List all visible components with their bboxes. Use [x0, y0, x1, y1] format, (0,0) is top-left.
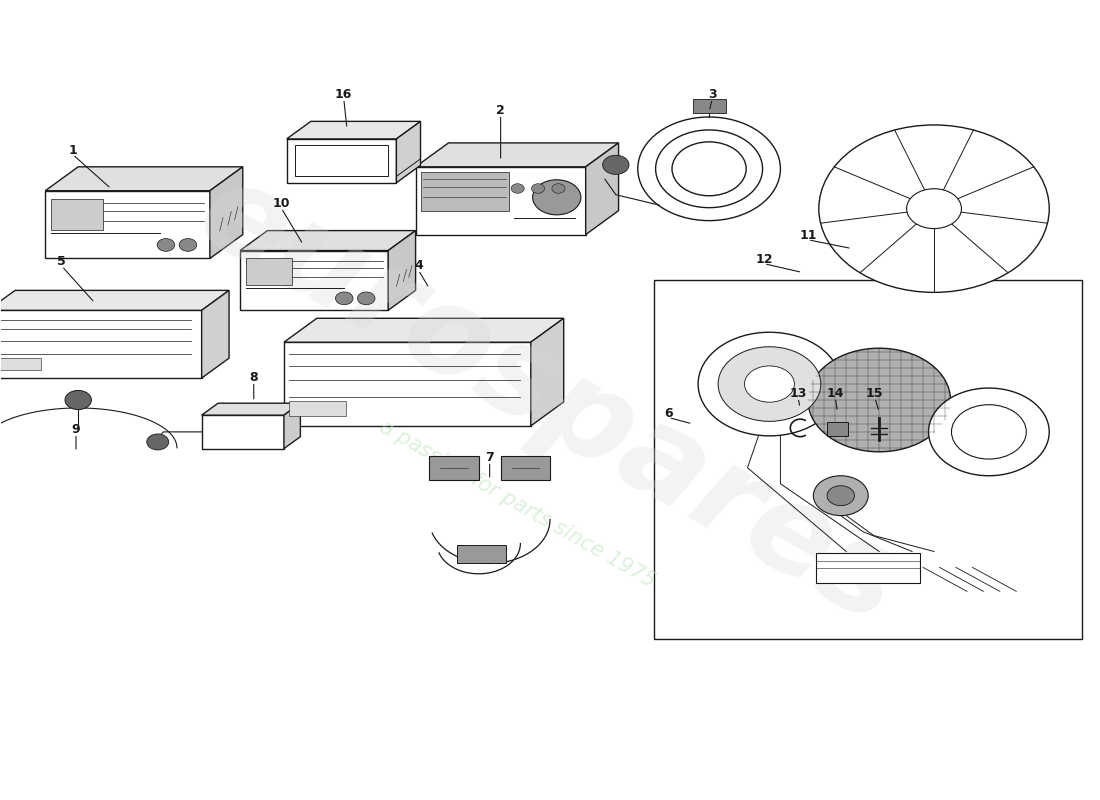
Text: 7: 7	[485, 450, 494, 464]
Circle shape	[65, 390, 91, 410]
Text: 2: 2	[496, 104, 505, 117]
Text: 9: 9	[72, 423, 80, 436]
Circle shape	[146, 434, 168, 450]
Polygon shape	[456, 545, 506, 563]
Text: eurospares: eurospares	[177, 150, 923, 650]
Polygon shape	[826, 422, 848, 436]
Circle shape	[157, 238, 175, 251]
Polygon shape	[416, 143, 618, 167]
Polygon shape	[531, 318, 563, 426]
Text: 5: 5	[57, 255, 66, 269]
Polygon shape	[201, 415, 284, 449]
Polygon shape	[421, 172, 509, 211]
Polygon shape	[45, 190, 210, 258]
Polygon shape	[51, 199, 103, 230]
Circle shape	[745, 366, 794, 402]
Circle shape	[603, 155, 629, 174]
Circle shape	[532, 180, 581, 215]
Polygon shape	[287, 122, 420, 139]
Polygon shape	[284, 403, 300, 449]
Text: 6: 6	[664, 407, 673, 420]
Circle shape	[336, 292, 353, 305]
Polygon shape	[693, 98, 726, 113]
Text: 15: 15	[866, 387, 883, 400]
Polygon shape	[284, 342, 531, 426]
Polygon shape	[500, 456, 550, 480]
Polygon shape	[396, 122, 420, 182]
Circle shape	[552, 184, 565, 194]
Polygon shape	[45, 167, 243, 190]
Polygon shape	[296, 146, 387, 176]
Circle shape	[928, 388, 1049, 476]
Text: 8: 8	[250, 371, 258, 384]
Circle shape	[827, 486, 855, 506]
Polygon shape	[210, 167, 243, 258]
Circle shape	[512, 184, 525, 194]
Polygon shape	[289, 401, 345, 416]
Circle shape	[698, 332, 840, 436]
Circle shape	[952, 405, 1026, 459]
Text: 13: 13	[790, 387, 806, 400]
Text: 3: 3	[708, 88, 717, 101]
Polygon shape	[287, 139, 396, 182]
Polygon shape	[816, 553, 921, 583]
Text: a passion for parts since 1975: a passion for parts since 1975	[376, 416, 659, 591]
Text: 11: 11	[799, 229, 816, 242]
Text: 12: 12	[756, 253, 772, 266]
Text: 14: 14	[826, 387, 844, 400]
Text: 4: 4	[414, 259, 422, 273]
Polygon shape	[654, 281, 1082, 639]
Polygon shape	[585, 143, 618, 234]
Circle shape	[718, 346, 821, 422]
Polygon shape	[245, 258, 292, 286]
Text: 1: 1	[68, 144, 77, 157]
Polygon shape	[240, 230, 416, 250]
Polygon shape	[201, 290, 229, 378]
Circle shape	[906, 189, 961, 229]
Circle shape	[531, 184, 544, 194]
Circle shape	[818, 125, 1049, 292]
Text: 16: 16	[336, 88, 352, 101]
Polygon shape	[416, 167, 585, 234]
Polygon shape	[0, 310, 201, 378]
Polygon shape	[240, 250, 388, 310]
Circle shape	[813, 476, 868, 515]
Polygon shape	[201, 403, 300, 415]
Polygon shape	[388, 230, 416, 310]
Circle shape	[358, 292, 375, 305]
Polygon shape	[284, 318, 563, 342]
Circle shape	[179, 238, 197, 251]
Polygon shape	[429, 456, 478, 480]
Polygon shape	[0, 358, 41, 370]
Circle shape	[807, 348, 950, 452]
Polygon shape	[0, 290, 229, 310]
Text: 10: 10	[273, 198, 290, 210]
